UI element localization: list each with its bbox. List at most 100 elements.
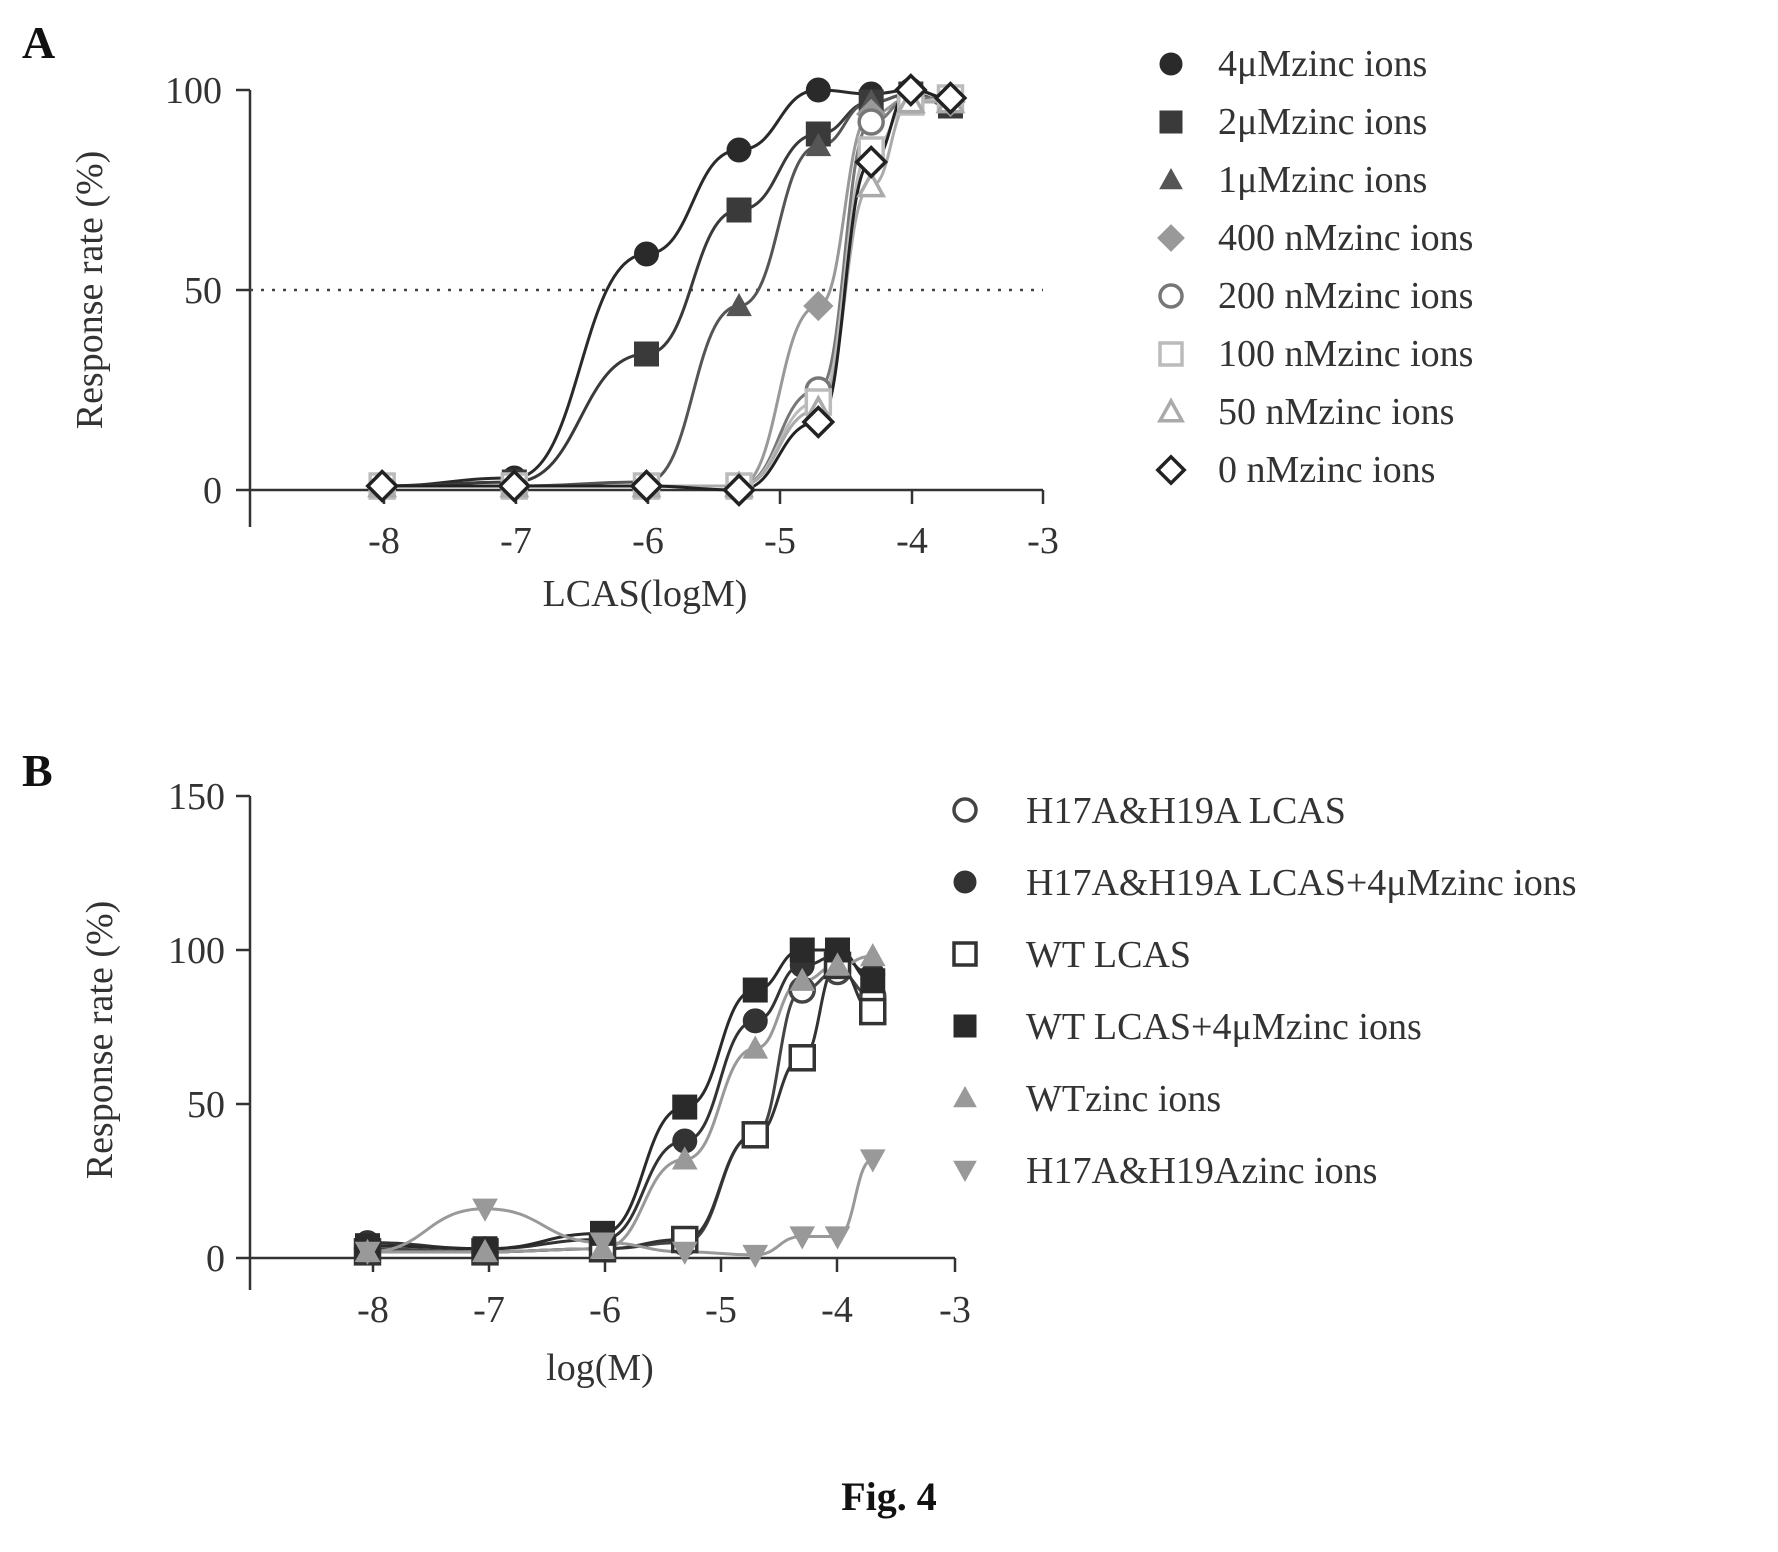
data-point xyxy=(472,1238,498,1262)
panel-b: B 150 100 50 0 -8 -7 -6 -5 -4 -3 xyxy=(22,745,1577,1389)
panel-b-letter: B xyxy=(22,745,53,796)
data-point xyxy=(634,341,659,367)
data-point xyxy=(859,943,886,967)
panel-a-x-tick-label: -4 xyxy=(896,520,928,562)
data-point xyxy=(742,977,768,1003)
data-point xyxy=(857,108,885,136)
data-point xyxy=(722,473,756,507)
legend-marker xyxy=(1159,52,1183,76)
panel-b-x-tick-label: -3 xyxy=(939,1289,971,1331)
data-point xyxy=(726,137,752,163)
panel-b-x-tick-label: -4 xyxy=(821,1289,853,1331)
data-point xyxy=(742,1244,769,1268)
panel-b-legend-label: WTzinc ions xyxy=(1026,1078,1221,1120)
panel-a-y-tick-label: 0 xyxy=(203,470,222,512)
panel-b-legend-label: WT LCAS+4μMzinc ions xyxy=(1026,1006,1422,1048)
data-point xyxy=(789,937,815,963)
legend-marker xyxy=(1157,397,1185,423)
data-point xyxy=(893,73,928,107)
panel-b-y-tick-label: 50 xyxy=(187,1084,225,1126)
panel-a-legend-label: 400 nMzinc ions xyxy=(1218,217,1473,259)
panel-a-data-points xyxy=(365,73,968,507)
legend-marker xyxy=(953,1014,977,1038)
data-point xyxy=(742,1008,768,1034)
data-point xyxy=(824,1226,851,1250)
data-point xyxy=(741,1121,769,1149)
legend-marker xyxy=(953,1085,977,1108)
panel-b-x-tick-label: -8 xyxy=(357,1289,389,1331)
panel-a-legend-label: 50 nMzinc ions xyxy=(1218,391,1454,433)
panel-a-legend-markers xyxy=(1155,52,1187,486)
data-point xyxy=(672,1094,698,1120)
panel-a-y-axis-title: Response rate (%) xyxy=(69,151,111,430)
data-point xyxy=(805,132,832,157)
data-point xyxy=(788,1044,816,1072)
panel-a-legend-label: 2μMzinc ions xyxy=(1218,101,1427,143)
data-point xyxy=(825,937,850,963)
data-point xyxy=(671,1146,698,1170)
data-point xyxy=(634,241,659,267)
data-point xyxy=(472,1198,498,1222)
data-point xyxy=(824,952,851,976)
data-point xyxy=(854,145,889,179)
panel-a-x-tick-label: -7 xyxy=(500,520,532,562)
panel-a-x-ticks: -8 -7 -6 -5 -4 -3 xyxy=(368,490,1059,562)
data-point xyxy=(859,1149,886,1173)
legend-marker xyxy=(952,941,978,967)
panel-a-legend: 4μMzinc ions 2μMzinc ions 1μMzinc ions 4… xyxy=(1155,43,1473,491)
panel-b-y-axis-title: Response rate (%) xyxy=(79,901,121,1180)
panel-b-y-tick-label: 100 xyxy=(168,930,225,972)
panel-a-x-tick-label: -8 xyxy=(368,520,400,562)
data-point xyxy=(789,1226,816,1250)
data-point xyxy=(859,997,887,1026)
legend-marker xyxy=(1158,341,1184,367)
data-point xyxy=(365,469,400,503)
panel-b-y-ticks: 150 100 50 0 xyxy=(168,776,250,1280)
panel-a-legend-label: 1μMzinc ions xyxy=(1218,159,1427,201)
panel-a-x-tick-label: -5 xyxy=(764,520,796,562)
fit-curve xyxy=(367,963,874,1254)
data-point xyxy=(671,1241,698,1265)
panel-b-legend-markers xyxy=(952,797,978,1183)
data-point xyxy=(860,968,886,994)
legend-marker xyxy=(1157,224,1185,252)
panel-b-x-axis-title: log(M) xyxy=(546,1347,654,1389)
panel-b-legend-label: H17A&H19A LCAS xyxy=(1026,790,1346,832)
panel-a-letter: A xyxy=(22,17,55,68)
panel-b-legend-label: H17A&H19Azinc ions xyxy=(1026,1150,1377,1192)
data-point xyxy=(726,292,752,317)
panel-a-legend-label: 4μMzinc ions xyxy=(1218,43,1427,85)
data-point xyxy=(803,290,834,322)
panel-a-y-tick-label: 100 xyxy=(165,70,222,112)
data-point xyxy=(933,81,968,115)
data-point xyxy=(742,1035,769,1059)
data-point xyxy=(856,170,887,198)
panel-b-x-tick-label: -5 xyxy=(705,1289,737,1331)
panel-b-legend-label: H17A&H19A LCAS+4μMzinc ions xyxy=(1026,862,1577,904)
panel-b-x-tick-label: -6 xyxy=(589,1289,621,1331)
legend-marker xyxy=(1158,283,1184,309)
panel-a-x-tick-label: -6 xyxy=(632,520,664,562)
data-point xyxy=(629,469,664,503)
panel-b-legend-label: WT LCAS xyxy=(1026,934,1191,976)
panel-a: A 100 50 0 -8 -7 -6 -5 -4 -3 LCAS(logM) xyxy=(22,17,1473,615)
figure-caption: Fig. 4 xyxy=(841,1474,937,1519)
panel-a-y-ticks: 100 50 0 xyxy=(165,70,250,512)
fit-curve xyxy=(367,970,873,1254)
data-point xyxy=(789,967,816,991)
panel-b-x-tick-label: -7 xyxy=(473,1289,505,1331)
panel-a-x-axis-title: LCAS(logM) xyxy=(543,573,748,615)
panel-b-y-tick-label: 150 xyxy=(168,776,225,818)
data-point xyxy=(801,405,836,439)
panel-b-y-tick-label: 0 xyxy=(206,1238,225,1280)
legend-marker xyxy=(952,797,978,823)
fit-curve xyxy=(382,88,951,492)
data-point xyxy=(497,469,532,503)
fit-curve xyxy=(367,954,873,1254)
panel-b-data-points xyxy=(353,937,887,1268)
panel-b-legend: H17A&H19A LCAS H17A&H19A LCAS+4μMzinc io… xyxy=(952,790,1577,1192)
legend-marker xyxy=(1155,454,1187,486)
panel-a-legend-label: 200 nMzinc ions xyxy=(1218,275,1473,317)
legend-marker xyxy=(1159,110,1183,134)
